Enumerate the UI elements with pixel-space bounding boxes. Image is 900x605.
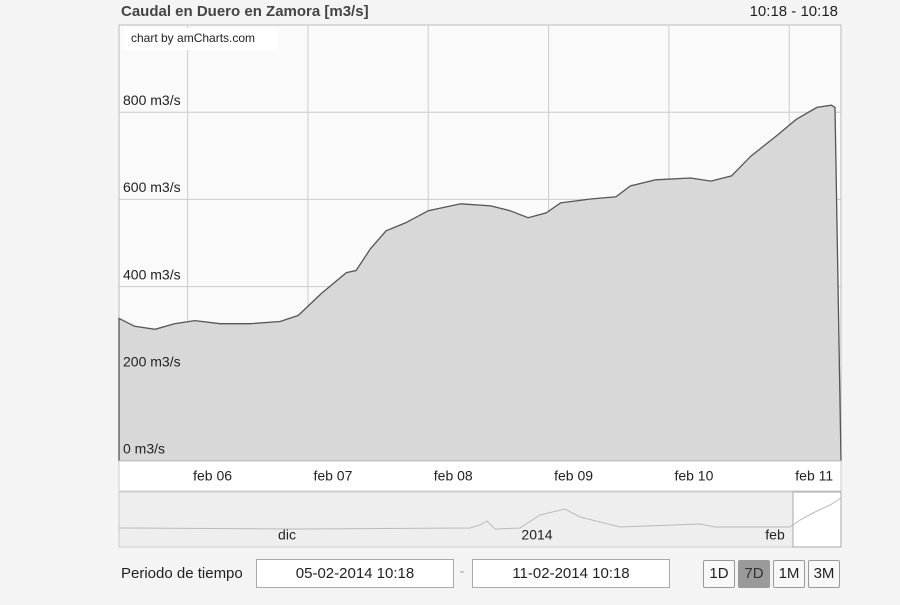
period-button[interactable]: 1M <box>773 560 805 588</box>
x-tick-label: feb 10 <box>674 468 713 484</box>
period-separator: - <box>460 563 465 579</box>
x-tick-label: feb 09 <box>554 468 593 484</box>
y-tick-label: 400 m3/s <box>123 266 181 282</box>
navigator-label: 2014 <box>521 527 552 543</box>
x-tick-label: feb 06 <box>193 468 232 484</box>
chart-title: Caudal en Duero en Zamora [m3/s] <box>121 3 369 20</box>
y-tick-label: 200 m3/s <box>123 354 181 370</box>
x-tick-label: feb 11 <box>795 468 833 484</box>
time-range: 10:18 - 10:18 <box>750 3 838 20</box>
period-label: Periodo de tiempo <box>121 565 243 582</box>
navigator-label: dic <box>278 527 296 543</box>
date-from[interactable]: 05-02-2014 10:18 <box>256 559 454 588</box>
period-button[interactable]: 1D <box>703 560 735 588</box>
period-button[interactable]: 7D <box>738 560 770 588</box>
date-to[interactable]: 11-02-2014 10:18 <box>472 559 670 588</box>
x-tick-label: feb 08 <box>434 468 473 484</box>
period-button[interactable]: 3M <box>808 560 840 588</box>
y-tick-label: 0 m3/s <box>123 441 165 457</box>
credit: chart by amCharts.com <box>131 31 255 45</box>
credit-box <box>124 28 278 50</box>
y-tick-label: 800 m3/s <box>123 92 181 108</box>
navigator-line <box>118 497 842 530</box>
area-line <box>118 104 842 462</box>
navigator-label: feb <box>765 527 785 543</box>
navigator <box>118 491 842 548</box>
y-tick-label: 600 m3/s <box>123 179 181 195</box>
x-axis-band <box>118 460 842 492</box>
x-tick-label: feb 07 <box>313 468 352 484</box>
